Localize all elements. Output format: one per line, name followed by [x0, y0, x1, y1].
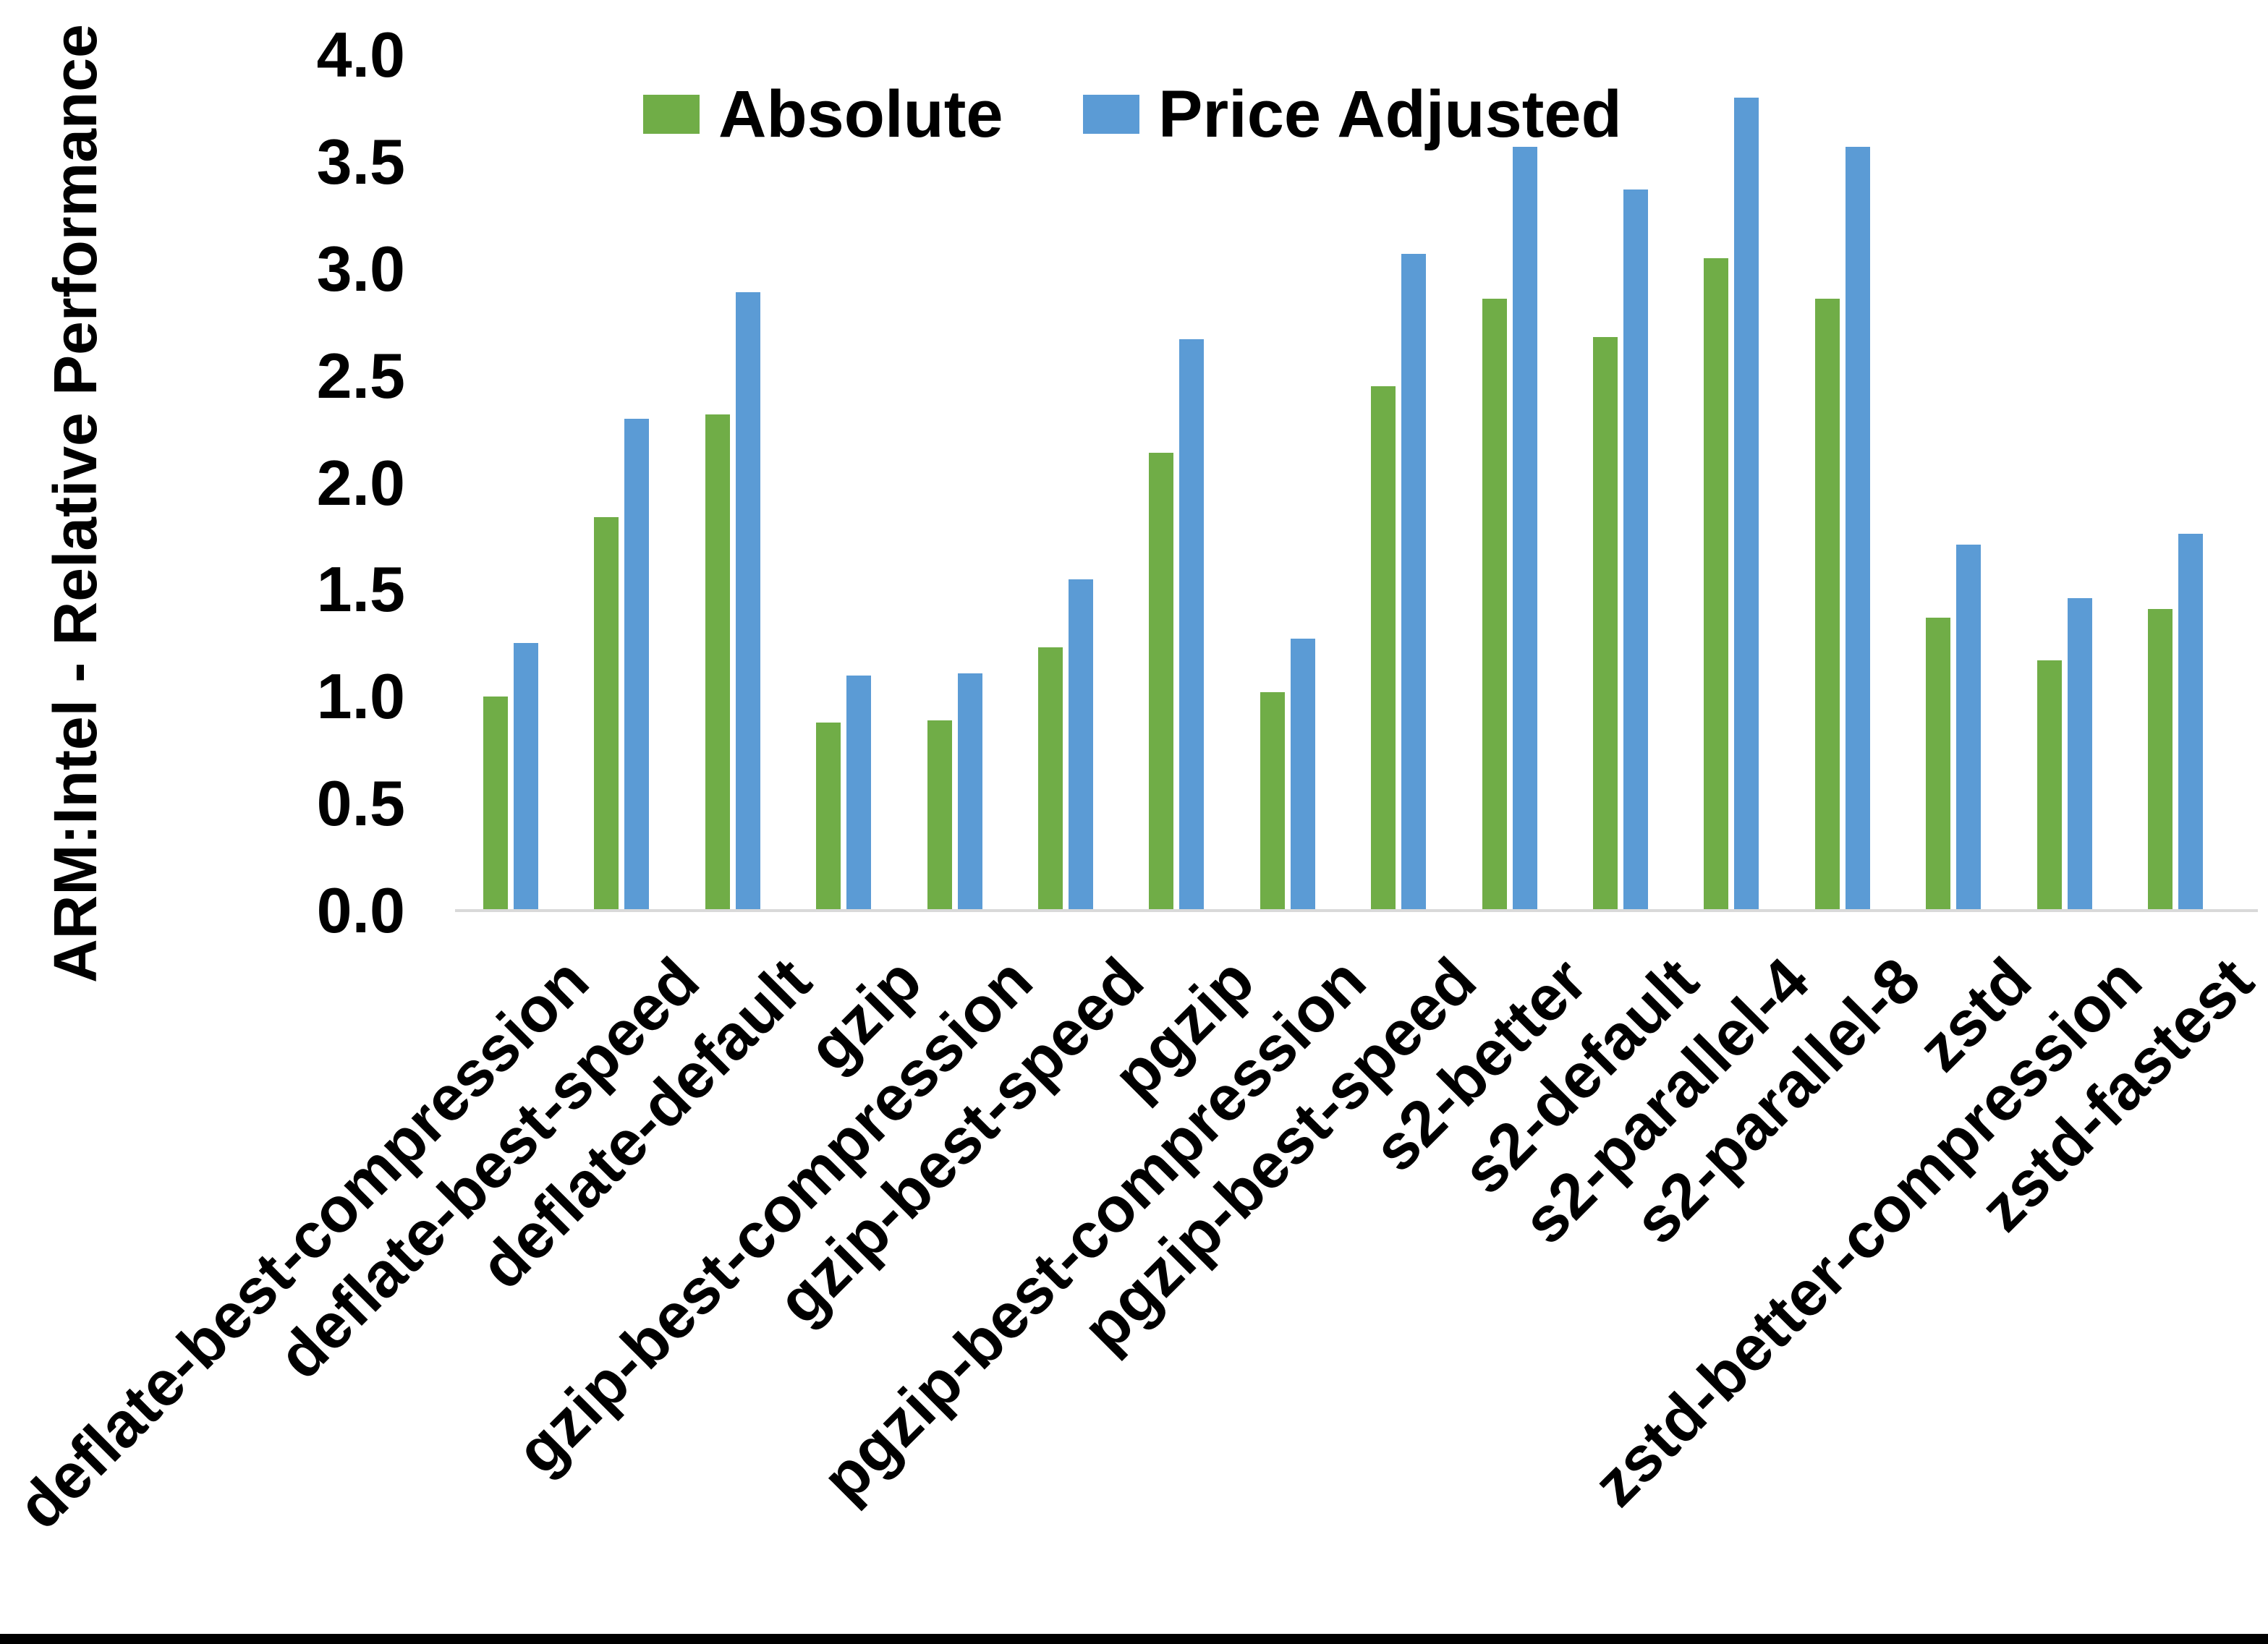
bar-absolute: [1038, 647, 1063, 911]
bar-absolute: [483, 697, 508, 911]
bar-price-adjusted: [846, 676, 871, 911]
bar-absolute: [816, 723, 841, 911]
bar-absolute: [2148, 609, 2173, 911]
y-tick-label: 4.0: [316, 19, 405, 90]
bar-absolute: [1260, 692, 1285, 911]
legend-swatch-price-adjusted-icon: [1083, 95, 1139, 134]
bar-absolute: [1593, 337, 1618, 911]
bar-absolute: [1704, 258, 1728, 911]
bar-absolute: [1926, 618, 1950, 911]
x-axis-line: [455, 909, 2258, 912]
bar-price-adjusted: [624, 419, 649, 911]
legend-label-absolute: Absolute: [718, 77, 1003, 151]
bar-absolute: [594, 517, 619, 911]
bar-price-adjusted: [1179, 339, 1204, 911]
figure-bottom-border: [0, 1634, 2268, 1644]
bar-price-adjusted: [514, 643, 538, 911]
y-tick-label: 2.5: [316, 339, 405, 412]
y-tick-label: 3.0: [316, 232, 405, 304]
bar-price-adjusted: [2068, 598, 2092, 911]
y-axis-title: ARM:Intel - Relative Performance: [41, 24, 109, 983]
bar-price-adjusted: [1623, 189, 1648, 911]
bar-absolute: [1482, 299, 1507, 911]
y-tick-label: 0.5: [316, 767, 405, 840]
y-tick-label: 1.0: [316, 660, 405, 733]
y-tick-label: 2.0: [316, 446, 405, 519]
y-tick-label: 1.5: [316, 553, 405, 626]
bar-price-adjusted: [2178, 534, 2203, 911]
bar-price-adjusted: [736, 292, 760, 911]
bar-absolute: [1149, 453, 1173, 911]
bar-price-adjusted: [958, 673, 982, 911]
legend-item-price-adjusted: Price Adjusted: [1083, 81, 1622, 148]
bar-absolute: [2037, 660, 2062, 911]
bar-absolute: [927, 720, 952, 911]
bar-absolute: [705, 414, 730, 911]
legend-swatch-absolute-icon: [643, 95, 700, 134]
legend-item-absolute: Absolute: [643, 81, 1003, 148]
y-tick-label: 0.0: [316, 874, 405, 946]
bar-price-adjusted: [1956, 545, 1981, 911]
bar-price-adjusted: [1513, 147, 1537, 911]
bar-price-adjusted: [1846, 147, 1870, 911]
bar-price-adjusted: [1734, 98, 1759, 911]
bar-price-adjusted: [1401, 254, 1426, 911]
legend-label-price-adjusted: Price Adjusted: [1158, 77, 1622, 151]
bar-price-adjusted: [1291, 639, 1315, 911]
bar-absolute: [1371, 386, 1396, 911]
bar-price-adjusted: [1069, 579, 1093, 911]
y-tick-label: 3.5: [316, 125, 405, 197]
bar-absolute: [1815, 299, 1840, 911]
